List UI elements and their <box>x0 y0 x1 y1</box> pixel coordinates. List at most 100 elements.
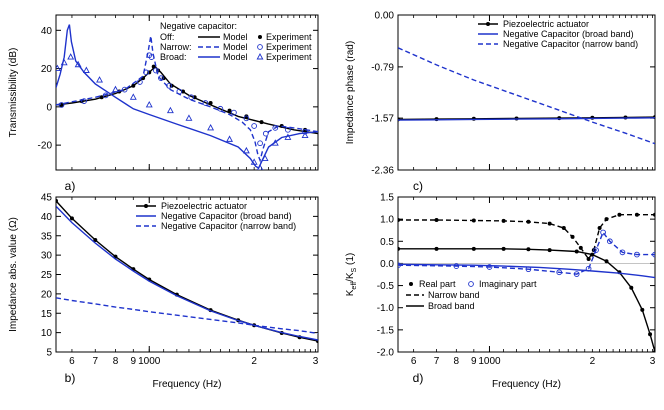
data-point-circle <box>453 263 460 269</box>
series-line-3 <box>398 263 655 279</box>
data-point-circle <box>121 86 128 93</box>
data-point-triangle <box>261 154 269 161</box>
x-tick-label: 6 <box>411 356 417 367</box>
legend-label: Piezoelectric actuator <box>161 201 247 211</box>
data-point-circle <box>243 115 250 122</box>
data-point-triangle <box>301 131 309 139</box>
data-point-dot <box>434 246 439 251</box>
legend-label: Narrow band <box>428 290 480 300</box>
data-point-triangle <box>271 139 279 146</box>
data-point-circle <box>102 92 109 99</box>
y-tick-label: 0 <box>46 102 52 113</box>
data-point-dot <box>69 216 74 221</box>
data-point-dot <box>501 246 506 251</box>
data-point-dot <box>547 248 552 253</box>
series-line-1 <box>398 117 655 121</box>
series-line-0 <box>398 214 655 261</box>
data-point-triangle <box>242 146 250 154</box>
x-tick-label: 8 <box>454 356 460 367</box>
data-point-dot <box>629 285 634 290</box>
legend-row-label: Broad: <box>160 52 187 62</box>
data-point-dot <box>653 350 655 352</box>
legend-experiment-text: Experiment <box>266 52 312 62</box>
y-tick-label: -2.36 <box>371 166 394 177</box>
data-point-dot <box>604 217 609 222</box>
data-point-circle <box>188 94 195 101</box>
panel-letter: d) <box>413 371 424 385</box>
x-tick-label: 3 <box>313 356 319 367</box>
data-point-circle <box>148 54 155 60</box>
data-point-dot <box>471 218 476 223</box>
series-line-4 <box>56 24 318 170</box>
y-tick-label: -0.5 <box>377 281 395 292</box>
legend-model-text: Model <box>223 42 248 52</box>
y-tick-label: 15 <box>41 309 53 320</box>
data-point-triangle <box>166 106 174 114</box>
data-point-triangle <box>74 60 82 68</box>
x-tick-label: 1000 <box>138 356 161 367</box>
data-point-circle <box>398 262 401 269</box>
data-point-circle <box>468 281 474 287</box>
x-tick-label: 9 <box>131 356 137 367</box>
data-point-circle <box>217 105 224 112</box>
data-point-triangle <box>256 53 264 60</box>
data-point-circle <box>619 249 626 256</box>
y-tick-label: 20 <box>41 289 53 300</box>
data-layer <box>56 198 318 344</box>
data-point-dot <box>244 114 249 119</box>
data-point-circle <box>58 102 65 108</box>
y-axis-label: Impedance phase (rad) <box>345 41 356 144</box>
data-point-triangle <box>96 76 103 83</box>
panel-letter: b) <box>65 371 76 385</box>
y-label-unit: (1) <box>345 253 356 268</box>
data-point-dot <box>471 246 476 251</box>
data-point-dot <box>526 247 531 252</box>
y-tick-label: 45 <box>41 193 53 204</box>
y-tick-label: 40 <box>41 212 53 223</box>
data-point-dot <box>640 307 645 312</box>
x-tick-label: 8 <box>113 356 119 367</box>
legend-label: Negative Capacitor (narrow band) <box>503 39 638 49</box>
data-point-circle <box>81 98 87 104</box>
data-point-circle <box>606 238 613 245</box>
data-point-circle <box>573 271 580 277</box>
data-point-circle <box>231 109 237 116</box>
data-point-dot <box>604 259 609 264</box>
x-tick-label: 6 <box>69 356 75 367</box>
data-point-circle <box>285 126 291 133</box>
y-tick-label: -20 <box>38 141 53 152</box>
data-point-circle <box>556 269 563 276</box>
data-point-dot <box>144 204 148 208</box>
series-line-2 <box>398 47 655 145</box>
x-tick-label: 2 <box>251 356 257 367</box>
plot-frame <box>55 14 319 171</box>
y-tick-label: -0.79 <box>371 62 394 73</box>
y-tick-label: 35 <box>41 231 53 242</box>
data-point-triangle <box>60 58 68 66</box>
legend-model-text: Model <box>223 52 248 62</box>
data-point-dot <box>634 212 639 217</box>
data-point-triangle <box>284 133 292 140</box>
x-tick-label: 7 <box>434 356 440 367</box>
x-tick-label: 9 <box>471 356 477 367</box>
data-point-circle <box>202 100 209 106</box>
data-point-circle <box>137 79 143 85</box>
panel-letter: c) <box>413 179 423 193</box>
y-tick-label: 30 <box>41 251 53 262</box>
legend-label: Negative Capacitor (broad band) <box>503 29 634 39</box>
data-point-circle <box>272 125 279 131</box>
legend-model-text: Model <box>223 32 248 42</box>
y-axis-label: Impedance abs. value (Ω) <box>8 217 19 332</box>
data-point-dot <box>653 212 655 217</box>
panel-b: 6 7 8 9 1000 2 3 45 40 35 30 25 20 15 10 5 Impedance abs… <box>8 193 319 391</box>
data-point-circle <box>257 140 263 147</box>
data-point-dot <box>93 238 98 243</box>
y-axis-label: Keff/KS (1) <box>345 253 358 296</box>
data-point-dot <box>434 218 439 223</box>
y-tick-label: -1.0 <box>377 303 395 314</box>
data-point-circle <box>634 251 640 258</box>
data-point-circle <box>143 69 150 76</box>
series-line-2 <box>56 297 318 335</box>
